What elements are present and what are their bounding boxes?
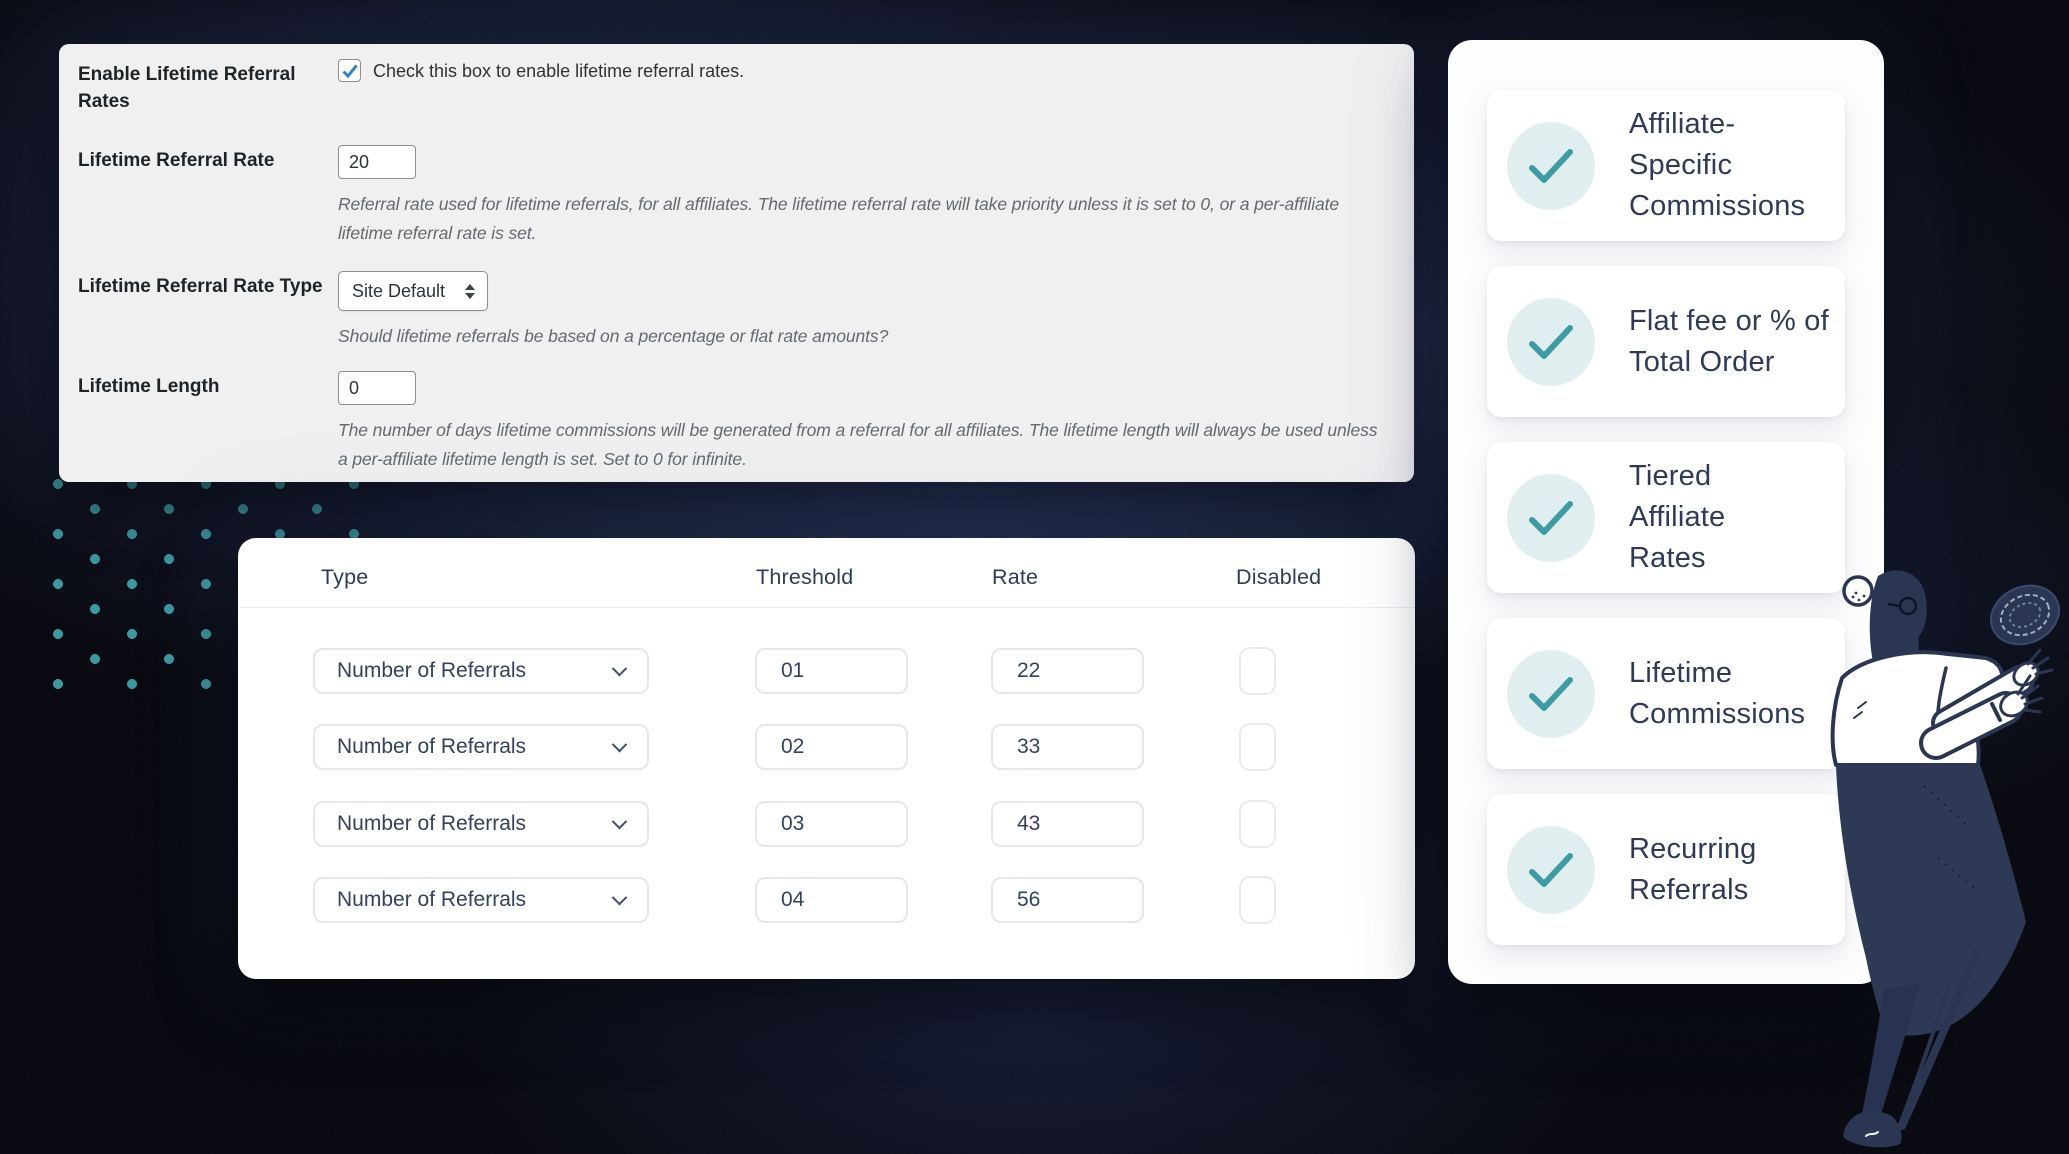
- check-circle: [1507, 649, 1595, 738]
- feature-label: Lifetime Commissions: [1629, 656, 1806, 730]
- tiers-table-card: Type Threshold Rate Disabled Number of R…: [238, 538, 1415, 979]
- chevron-down-icon: [611, 813, 628, 829]
- check-icon: [1529, 500, 1573, 535]
- column-header-disabled: Disabled: [1236, 565, 1322, 589]
- tier-disabled-checkbox[interactable]: [1239, 647, 1276, 695]
- tier-type-value: Number of Referrals: [337, 735, 527, 758]
- feature-item: Affiliate- Specific Commissions: [1487, 90, 1845, 241]
- feature-label: Recurring Referrals: [1629, 832, 1757, 906]
- coin-illustration: [1990, 584, 2060, 646]
- tier-disabled-checkbox[interactable]: [1239, 876, 1276, 924]
- feature-label: Tiered Affiliate Rates: [1629, 460, 1726, 574]
- feature-label: Flat fee or % of Total Order: [1629, 304, 1829, 378]
- feature-item: Tiered Affiliate Rates: [1487, 442, 1845, 593]
- tier-type-value: Number of Referrals: [337, 888, 527, 911]
- chevron-down-icon: [611, 736, 628, 752]
- tier-type-select[interactable]: Number of Referrals: [313, 724, 649, 770]
- column-header-threshold: Threshold: [756, 565, 854, 589]
- checkbox-label: Check this box to enable lifetime referr…: [373, 61, 745, 81]
- lifetime-referral-rate-input[interactable]: [338, 145, 416, 179]
- check-circle: [1507, 297, 1595, 386]
- setting-label: Lifetime Length: [78, 376, 220, 397]
- tier-rate-input[interactable]: [991, 877, 1144, 923]
- setting-row-enable-lifetime: Enable Lifetime Referral Rates Check thi…: [78, 59, 1384, 145]
- tier-type-select[interactable]: Number of Referrals: [313, 648, 649, 694]
- header-divider: [238, 607, 1415, 608]
- column-header-rate: Rate: [992, 565, 1039, 589]
- feature-item: Recurring Referrals: [1487, 794, 1845, 945]
- setting-row-lifetime-rate: Lifetime Referral Rate Referral rate use…: [78, 145, 1384, 271]
- lifetime-length-input[interactable]: [338, 371, 416, 405]
- checkbox-check-icon: [341, 64, 358, 78]
- tier-rate-input[interactable]: [991, 648, 1144, 694]
- table-row: Number of Referrals: [238, 647, 1415, 696]
- tier-threshold-input[interactable]: [755, 648, 908, 694]
- rate-type-selected-value: Site Default: [352, 280, 446, 301]
- setting-label: Enable Lifetime Referral Rates: [78, 64, 296, 112]
- check-icon: [1529, 324, 1573, 359]
- enable-lifetime-checkbox[interactable]: [338, 59, 361, 82]
- column-header-type: Type: [321, 565, 369, 589]
- rate-type-select[interactable]: Site Default: [338, 271, 489, 311]
- tier-disabled-checkbox[interactable]: [1239, 723, 1276, 771]
- tier-type-select[interactable]: Number of Referrals: [313, 801, 649, 847]
- table-row: Number of Referrals: [238, 723, 1415, 772]
- table-row: Number of Referrals: [238, 800, 1415, 849]
- chevron-down-icon: [611, 889, 628, 905]
- tier-type-value: Number of Referrals: [337, 812, 527, 835]
- check-icon: [1529, 676, 1573, 711]
- shoe: [1843, 1111, 1902, 1148]
- tier-type-value: Number of Referrals: [337, 659, 527, 682]
- setting-label: Lifetime Referral Rate Type: [78, 276, 323, 297]
- tier-threshold-input[interactable]: [755, 801, 908, 847]
- tier-disabled-checkbox[interactable]: [1239, 800, 1276, 848]
- check-circle: [1507, 473, 1595, 562]
- table-row: Number of Referrals: [238, 876, 1415, 925]
- person-illustration: [1830, 570, 2060, 1148]
- select-spinner-icon: [465, 283, 476, 299]
- setting-description: Should lifetime referrals be based on a …: [338, 326, 889, 346]
- check-circle: [1507, 121, 1595, 210]
- tier-rate-input[interactable]: [991, 724, 1144, 770]
- skirt: [1836, 765, 2026, 1036]
- tier-threshold-input[interactable]: [755, 877, 908, 923]
- tier-rate-input[interactable]: [991, 801, 1144, 847]
- chevron-down-icon: [611, 660, 628, 676]
- tier-threshold-input[interactable]: [755, 724, 908, 770]
- check-icon: [1529, 148, 1573, 183]
- setting-label: Lifetime Referral Rate: [78, 150, 275, 171]
- feature-item: Flat fee or % of Total Order: [1487, 266, 1845, 417]
- hair-bun: [1842, 575, 1874, 607]
- settings-panel: Enable Lifetime Referral Rates Check thi…: [59, 44, 1414, 482]
- feature-item: Lifetime Commissions: [1487, 618, 1845, 769]
- setting-description: Referral rate used for lifetime referral…: [338, 194, 1340, 244]
- features-panel: Affiliate- Specific Commissions Flat fee…: [1448, 40, 1884, 984]
- setting-description: The number of days lifetime commissions …: [338, 420, 1378, 470]
- setting-row-rate-type: Lifetime Referral Rate Type Site Default…: [78, 271, 1384, 371]
- setting-row-lifetime-length: Lifetime Length The number of days lifet…: [78, 371, 1384, 474]
- feature-label: Affiliate- Specific Commissions: [1629, 108, 1806, 222]
- check-icon: [1529, 852, 1573, 887]
- check-circle: [1507, 825, 1595, 914]
- tier-type-select[interactable]: Number of Referrals: [313, 877, 649, 923]
